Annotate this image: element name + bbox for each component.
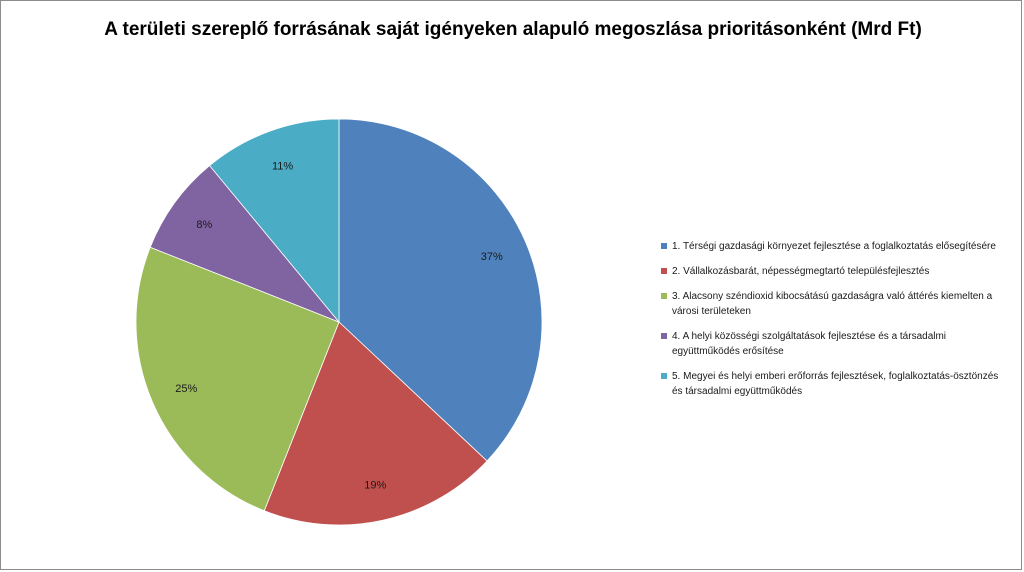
legend: 1. Térségi gazdasági környezet fejleszté… xyxy=(661,239,1006,409)
legend-label-1: 1. Térségi gazdasági környezet fejleszté… xyxy=(672,241,996,252)
legend-swatch-5 xyxy=(661,373,667,379)
data-label-3: 25% xyxy=(175,383,197,395)
data-label-1: 37% xyxy=(481,251,503,263)
pie-slice-5 xyxy=(209,118,340,324)
data-label-2: 19% xyxy=(364,479,386,491)
legend-entry-1: 1. Térségi gazdasági környezet fejleszté… xyxy=(661,239,1006,254)
legend-label-3: 3. Alacsony széndioxid kibocsátású gazda… xyxy=(672,291,993,317)
legend-swatch-3 xyxy=(661,293,667,299)
legend-entry-5: 5. Megyei és helyi emberi erőforrás fejl… xyxy=(661,369,1006,399)
legend-label-5: 5. Megyei és helyi emberi erőforrás fejl… xyxy=(672,371,999,397)
legend-entry-3: 3. Alacsony széndioxid kibocsátású gazda… xyxy=(661,289,1006,319)
pie-slice-2 xyxy=(263,321,488,526)
legend-label-2: 2. Vállalkozásbarát, népességmegtartó te… xyxy=(672,266,930,277)
pie-slice-1 xyxy=(338,118,543,462)
legend-swatch-4 xyxy=(661,333,667,339)
legend-swatch-1 xyxy=(661,243,667,249)
data-label-4: 8% xyxy=(196,219,212,231)
pie-slice-4 xyxy=(149,165,340,323)
legend-entry-4: 4. A helyi közösségi szolgáltatások fejl… xyxy=(661,329,1006,359)
legend-label-4: 4. A helyi közösségi szolgáltatások fejl… xyxy=(672,331,947,357)
data-label-5: 11% xyxy=(272,160,293,172)
chart-title: A területi szereplő forrásának saját igé… xyxy=(104,19,922,40)
legend-swatch-2 xyxy=(661,268,667,274)
pie-slice-3 xyxy=(135,246,340,512)
legend-entry-2: 2. Vállalkozásbarát, népességmegtartó te… xyxy=(661,264,1006,279)
